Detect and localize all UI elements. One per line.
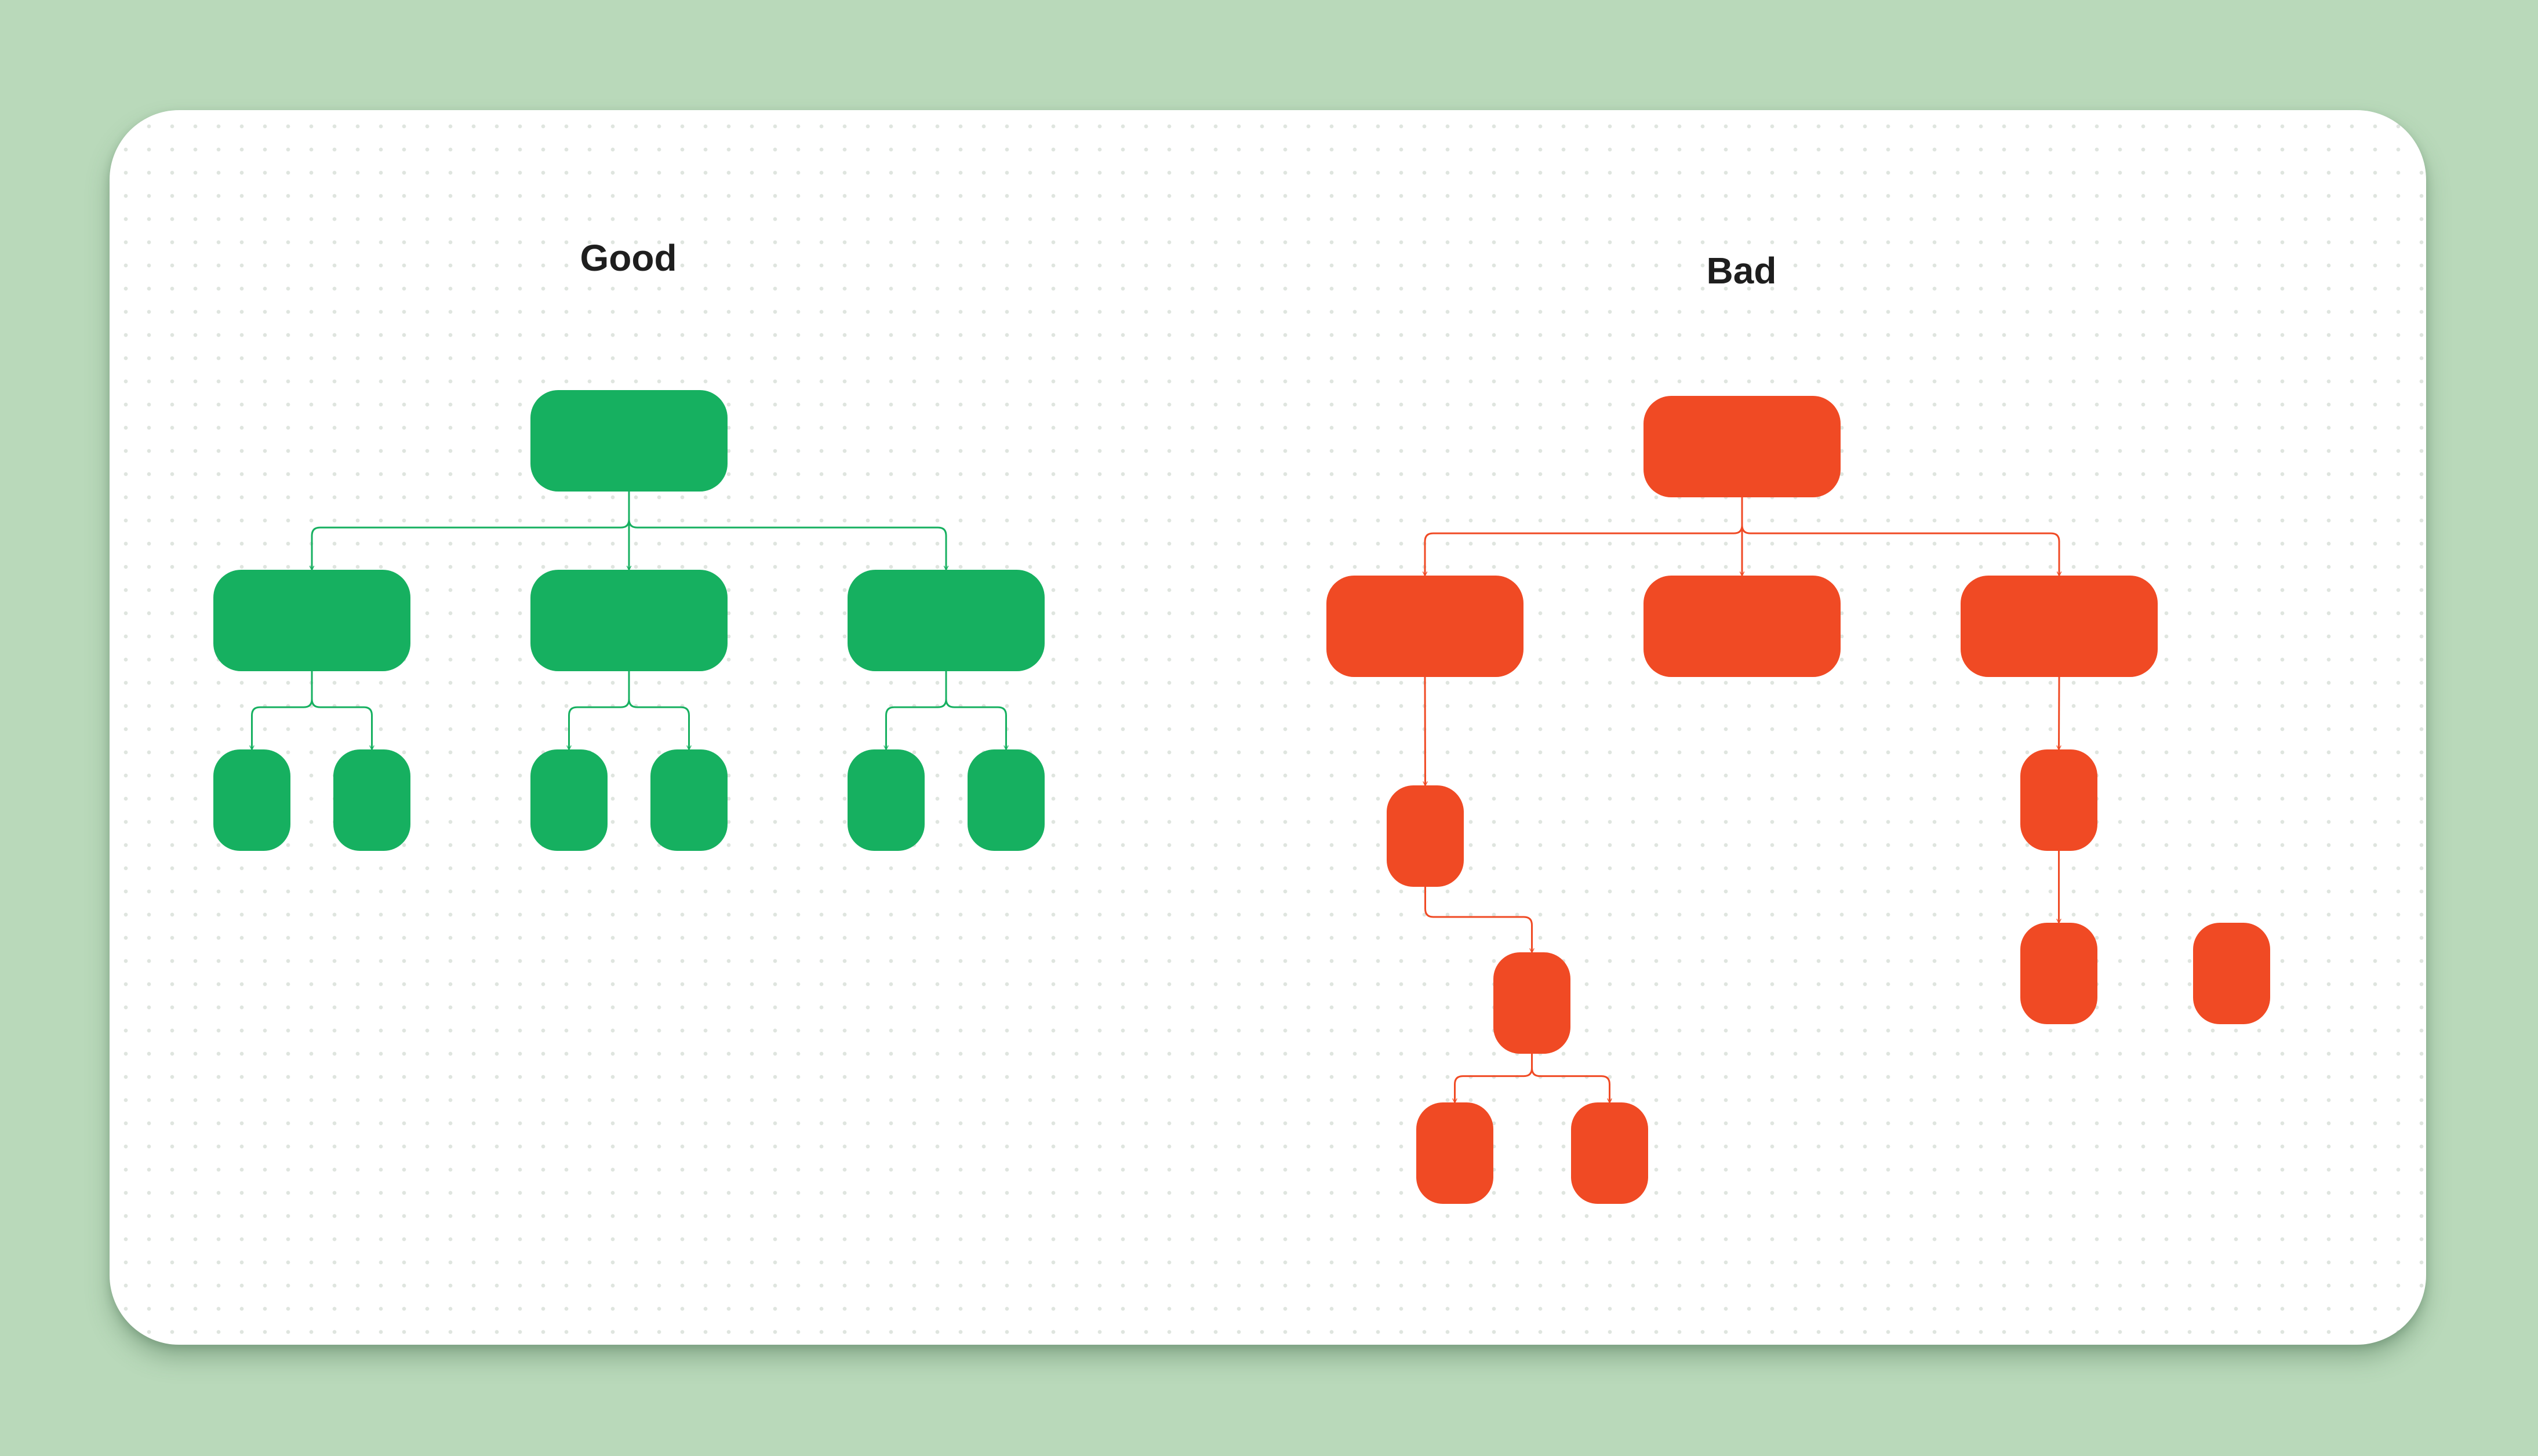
- good-edge-child-2-to-leaf-2b: [628, 671, 689, 749]
- good-edge-child-3-to-leaf-3b: [945, 671, 1006, 749]
- bad-node-root[interactable]: [1643, 396, 1841, 497]
- bad-title: Bad: [1707, 250, 1777, 292]
- good-edge-child-2-to-leaf-2a: [569, 671, 630, 749]
- bad-node-child-3[interactable]: [1961, 576, 2158, 677]
- good-node-leaf-1b[interactable]: [333, 749, 410, 851]
- good-node-leaf-3a[interactable]: [848, 749, 925, 851]
- bad-node-node-d[interactable]: [1571, 1102, 1648, 1204]
- bad-node-node-b[interactable]: [1493, 952, 1570, 1054]
- bad-node-node-c[interactable]: [1416, 1102, 1493, 1204]
- good-edge-root-to-child-1: [312, 492, 630, 570]
- good-node-leaf-3b[interactable]: [968, 749, 1045, 851]
- bad-edge-node-b-to-node-c: [1455, 1054, 1533, 1102]
- diagram-card: Good Bad: [110, 110, 2426, 1345]
- comparison-diagram: Good Bad: [213, 237, 2270, 1204]
- good-edge-child-1-to-leaf-1a: [252, 671, 313, 749]
- bad-node-child-2[interactable]: [1643, 576, 1841, 677]
- good-edges: [252, 492, 1006, 749]
- bad-node-node-a[interactable]: [1387, 785, 1464, 887]
- bad-edges: [1425, 497, 2059, 1102]
- good-title: Good: [580, 237, 677, 279]
- bad-edge-child-1-to-node-a: [1425, 676, 1426, 785]
- good-node-leaf-2b[interactable]: [650, 749, 728, 851]
- bad-node-node-e[interactable]: [2020, 749, 2097, 851]
- good-node-leaf-1a[interactable]: [213, 749, 290, 851]
- bad-node-child-1[interactable]: [1326, 576, 1523, 677]
- good-node-child-3[interactable]: [848, 570, 1045, 671]
- good-edge-child-3-to-leaf-3a: [886, 671, 947, 749]
- good-edge-root-to-child-3: [628, 492, 946, 570]
- bad-edge-root-to-child-1: [1425, 497, 1743, 576]
- bad-node-node-g[interactable]: [2193, 923, 2270, 1024]
- bad-edge-child-3-to-node-e: [2059, 676, 2060, 749]
- good-node-root[interactable]: [530, 390, 728, 492]
- good-nodes: [213, 390, 1045, 851]
- good-node-leaf-2a[interactable]: [530, 749, 608, 851]
- bad-edge-node-a-to-node-b: [1424, 887, 1532, 952]
- good-node-child-2[interactable]: [530, 570, 728, 671]
- bad-nodes: [1326, 396, 2270, 1204]
- good-edge-child-1-to-leaf-1b: [311, 671, 372, 749]
- bad-edge-root-to-child-3: [1741, 497, 2059, 576]
- bad-node-node-f[interactable]: [2020, 923, 2097, 1024]
- good-node-child-1[interactable]: [213, 570, 410, 671]
- bad-edge-node-b-to-node-d: [1531, 1054, 1610, 1102]
